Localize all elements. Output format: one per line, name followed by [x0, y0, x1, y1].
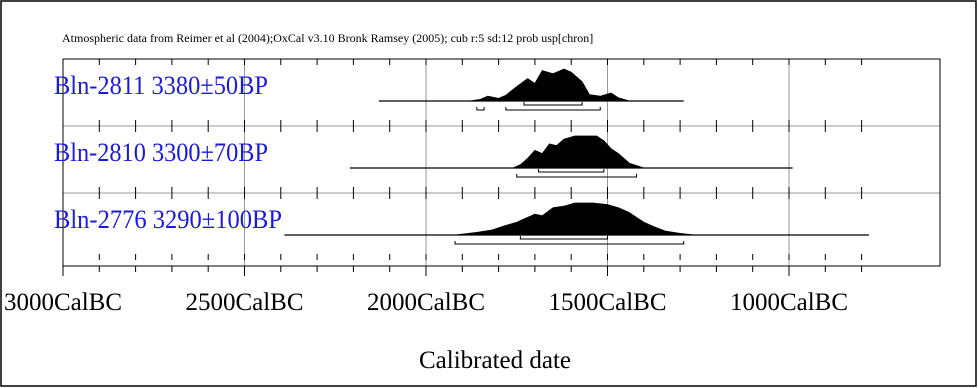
x-tick-label-0: 3000CalBC	[4, 289, 122, 316]
range-68-0	[523, 102, 583, 106]
range-95-1	[505, 107, 601, 111]
probability-distribution	[469, 68, 630, 102]
series-label-1: Bln-2811 3380±50BP	[54, 71, 268, 100]
x-tick-labels: 3000CalBC 2500CalBC 2000CalBC 1500CalBC 1000…	[4, 289, 848, 316]
series-row-3: Bln-2776 3290±100BP	[54, 202, 869, 245]
x-axis-label: Calibrated date	[419, 347, 571, 374]
range-68-0	[538, 169, 605, 173]
probability-distribution	[454, 202, 695, 236]
x-tick-label-4: 1000CalBC	[730, 289, 848, 316]
series-label-3: Bln-2776 3290±100BP	[54, 205, 282, 234]
x-tick-label-2: 2000CalBC	[367, 289, 485, 316]
plot-frame	[62, 58, 941, 267]
series-label-2: Bln-2810 3300±70BP	[54, 138, 268, 167]
range-68-0	[519, 236, 608, 240]
series-row-2: Bln-2810 3300±70BP	[54, 135, 793, 178]
x-tick-label-1: 2500CalBC	[185, 289, 303, 316]
grid	[63, 59, 940, 266]
x-tick-label-3: 1500CalBC	[548, 289, 666, 316]
range-95-0	[516, 174, 638, 178]
range-95-0	[476, 107, 485, 111]
header-text: Atmospheric data from Reimer et al (2004…	[62, 31, 593, 45]
series-row-1: Bln-2811 3380±50BP	[54, 68, 684, 111]
series-rows: Bln-2811 3380±50BP Bln-2810 3300±70BP Bln-…	[54, 68, 869, 245]
range-95-0	[454, 241, 685, 245]
probability-distribution	[512, 135, 644, 169]
x-axis-ticks	[62, 59, 863, 276]
